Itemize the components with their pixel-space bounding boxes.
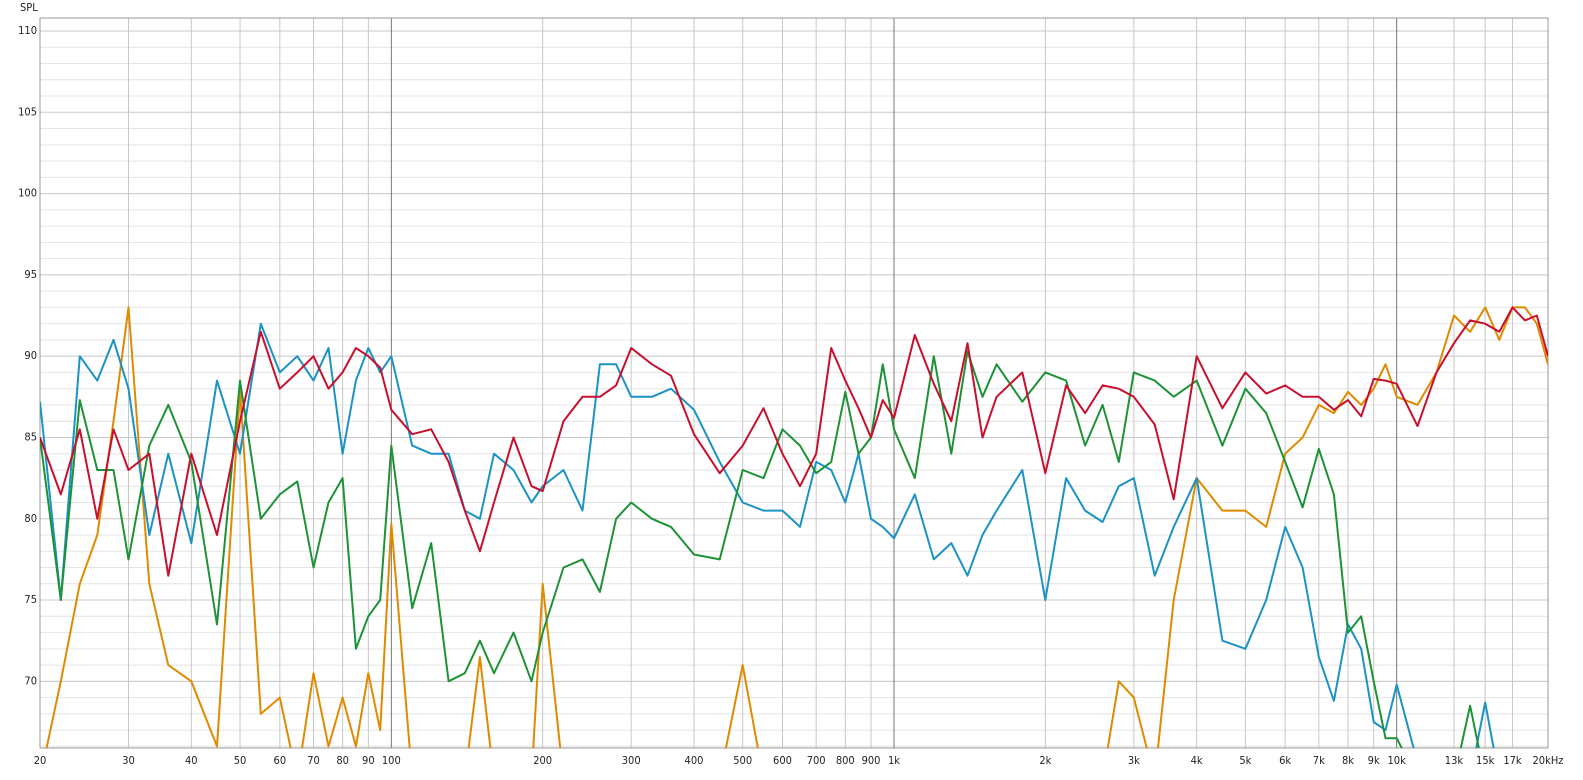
x-tick-label: 3k [1128,754,1140,767]
x-tick-label: 15k [1476,754,1495,767]
x-tick-label: 20kHz [1533,754,1564,767]
y-tick-label: 90 [24,349,37,362]
x-tick-label: 1k [888,754,900,767]
x-tick-label: 2k [1039,754,1051,767]
x-tick-label: 90 [362,754,375,767]
x-tick-label: 20 [34,754,47,767]
x-tick-label: 900 [862,754,881,767]
x-tick-label: 100 [382,754,401,767]
x-tick-label: 70 [307,754,320,767]
x-tick-label: 80 [336,754,349,767]
x-tick-label: 17k [1503,754,1522,767]
x-tick-label: 300 [622,754,641,767]
y-tick-label: 110 [18,24,37,37]
x-tick-label: 600 [773,754,792,767]
y-tick-label: 105 [18,105,37,118]
x-tick-label: 40 [185,754,198,767]
series-line [40,306,1548,577]
y-tick-label: 85 [24,430,37,443]
x-tick-label: 10k [1388,754,1407,767]
x-tick-label: 50 [234,754,247,767]
x-tick-label: 30 [122,754,135,767]
x-tick-label: 500 [733,754,752,767]
x-tick-label: 60 [274,754,287,767]
x-tick-label: 13k [1445,754,1464,767]
y-tick-label: 95 [24,268,37,281]
series-line [45,306,1548,748]
plot-frame [39,17,1549,749]
x-tick-label: 6k [1279,754,1291,767]
x-tick-label: 8k [1342,754,1354,767]
y-tick-label: 100 [18,187,37,200]
x-tick-label: 400 [685,754,704,767]
plot-area [40,306,1548,748]
x-tick-label: 9k [1368,754,1380,767]
y-tick-label: 70 [24,674,37,687]
series-line [40,350,1480,748]
y-tick-label: 80 [24,512,37,525]
y-axis-label: SPL [20,1,38,14]
x-tick-label: 200 [533,754,552,767]
y-tick-label: 75 [24,593,37,606]
x-tick-label: 7k [1313,754,1325,767]
series-line [40,322,1495,748]
x-tick-label: 4k [1191,754,1203,767]
x-tick-label: 5k [1239,754,1251,767]
x-tick-label: 800 [836,754,855,767]
grid [39,18,1549,748]
x-tick-label: 700 [807,754,826,767]
